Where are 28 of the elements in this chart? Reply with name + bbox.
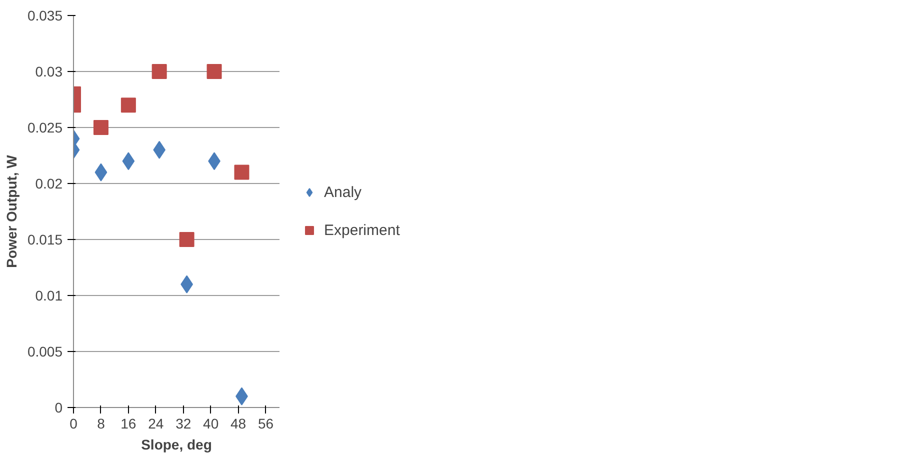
point <box>179 232 194 247</box>
y-tick-label: 0.035 <box>27 8 63 24</box>
y-tick-label: 0 <box>54 400 63 416</box>
y-tick-label: 0.02 <box>35 176 63 192</box>
x-tick-label: 24 <box>148 416 164 432</box>
point <box>93 120 108 135</box>
x-tick-label: 40 <box>203 416 219 432</box>
y-axis-title: Power Output, W <box>3 154 20 268</box>
x-tick-label: 48 <box>230 416 246 432</box>
x-tick-label: 16 <box>120 416 136 432</box>
point <box>234 164 250 180</box>
point <box>120 98 136 113</box>
point <box>122 152 135 170</box>
point <box>94 163 108 182</box>
point <box>206 64 222 79</box>
point <box>152 64 167 79</box>
y-tick-label: 0.015 <box>27 232 63 248</box>
legend-label: Experiment <box>324 222 400 238</box>
y-tick-label: 0.005 <box>27 344 63 360</box>
x-tick-label: 8 <box>97 416 106 432</box>
y-tick-label: 0.01 <box>35 288 63 304</box>
x-axis-title: Slope, deg <box>141 436 212 452</box>
x-tick-label: 56 <box>258 416 274 432</box>
y-tick-label: 0.03 <box>35 64 63 80</box>
x-tick-label: 0 <box>70 416 78 432</box>
legend-label: Analy <box>324 184 362 200</box>
x-tick-label: 32 <box>176 416 192 432</box>
y-tick-label: 0.025 <box>27 120 63 136</box>
